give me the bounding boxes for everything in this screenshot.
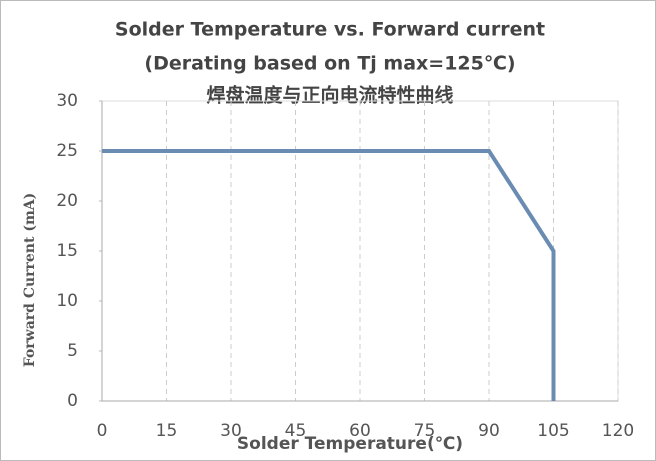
y-tick-label: 0: [67, 391, 78, 411]
x-tick-label: 75: [414, 421, 436, 441]
chart-subtitle: 焊盘温度与正向电流特性曲线: [206, 84, 453, 107]
data-line: [102, 149, 556, 401]
x-tick-label: 60: [349, 421, 371, 441]
x-axis-label: Solder Temperature(℃): [237, 434, 463, 454]
x-tick-label: 30: [220, 421, 242, 441]
x-tick-label: 120: [602, 421, 634, 441]
x-tick-label: 45: [285, 421, 307, 441]
y-tick-label: 15: [56, 241, 78, 261]
y-axis-label: Forward Current (mA): [22, 193, 38, 367]
y-tick-label: 20: [56, 191, 78, 211]
y-tick-label: 30: [56, 91, 78, 111]
x-tick-label: 105: [537, 421, 569, 441]
y-tick-label: 5: [67, 341, 78, 361]
y-tick-label: 25: [56, 141, 78, 161]
x-tick-label: 90: [478, 421, 500, 441]
x-tick-label: 0: [97, 421, 108, 441]
y-tick-label: 10: [56, 291, 78, 311]
chart-title: Solder Temperature vs. Forward current: [115, 19, 545, 41]
chart-subtitle: (Derating based on Tj max=125℃): [144, 53, 515, 75]
x-tick-label: 15: [156, 421, 178, 441]
